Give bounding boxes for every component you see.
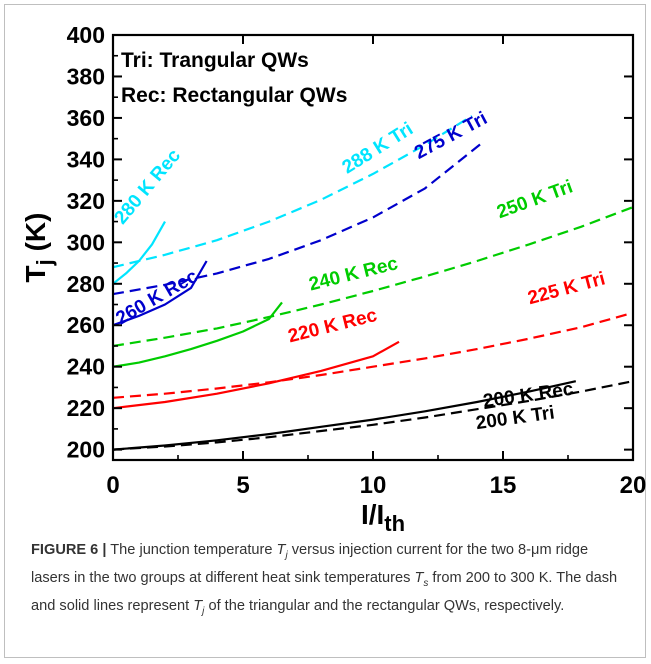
series-line-220-k-rec — [112, 340, 400, 410]
figure-caption: FIGURE 6 | The junction temperature Tj v… — [31, 539, 631, 623]
caption-symbol-tj: Tj — [276, 542, 288, 561]
series-line-200-k-rec — [112, 380, 577, 451]
series-line-260-k-rec — [112, 260, 208, 327]
curve-label: 250 K Tri — [494, 176, 576, 223]
curve-label: 288 K Tri — [339, 119, 417, 179]
curve-label: 225 K Tri — [526, 268, 608, 309]
caption-text-2: versus injection current for the two 8-μ… — [31, 542, 589, 587]
curve-label: 280 K Rec — [111, 145, 186, 228]
caption-text-3: from 200 to 300 K. The dash and solid li… — [31, 570, 618, 615]
series-line-240-k-rec — [112, 301, 283, 368]
y-tick-label: 380 — [67, 63, 105, 89]
y-tick-label: 280 — [67, 271, 105, 297]
x-tick-label: 5 — [236, 472, 249, 499]
caption-text-4: of the triangular and the rectangular QW… — [204, 598, 565, 615]
y-axis-label-subscript: j — [32, 259, 57, 266]
series-line-275-k-tri — [112, 141, 483, 296]
caption-symbol-tj-2: Tj — [193, 598, 205, 618]
series-line-200-k-tri — [112, 380, 634, 451]
legend-line: Rec: Rectangular QWs — [121, 84, 347, 107]
x-tick-label: 0 — [106, 472, 119, 499]
y-tick-label: 240 — [67, 354, 105, 380]
series-line-250-k-tri — [112, 206, 634, 348]
y-tick-label: 340 — [67, 146, 105, 172]
x-axis-label: I/Ith — [361, 499, 405, 535]
curve-label: 240 K Rec — [307, 253, 401, 295]
caption-label: FIGURE 6 | — [31, 542, 107, 558]
y-tick-label: 360 — [67, 105, 105, 131]
y-tick-label: 300 — [67, 229, 105, 255]
chart: 0 5 10 15 20 200 220 240 260 280 300 320 340 360 380 40… — [20, 22, 647, 535]
curve-label: 275 K Tri — [411, 108, 491, 164]
y-axis-label-unit: (K) — [20, 213, 51, 260]
curve-label: 220 K Rec — [286, 305, 380, 347]
series-line-288-k-tri — [112, 114, 473, 269]
series-line-280-k-rec — [112, 221, 166, 285]
legend-line: Tri: Trangular QWs — [121, 49, 309, 72]
y-tick-label: 260 — [67, 312, 105, 338]
x-axis-label-subscript: th — [384, 511, 405, 535]
y-tick-label: 400 — [67, 22, 105, 48]
y-tick-label: 200 — [67, 437, 105, 463]
figure-frame: 0 5 10 15 20 200 220 240 260 280 300 320 340 360 380 40… — [4, 4, 646, 658]
x-tick-label: 20 — [620, 472, 647, 499]
caption-text-1: The junction temperature — [106, 542, 277, 558]
y-axis-label: Tj (K) — [20, 213, 57, 283]
series-line-225-k-tri — [112, 311, 634, 399]
y-tick-label: 320 — [67, 188, 105, 214]
y-tick-label: 220 — [67, 395, 105, 421]
x-tick-label: 15 — [490, 472, 517, 499]
caption-symbol-ts: Ts — [414, 570, 429, 590]
curve-label: 260 K Rec — [112, 266, 202, 330]
x-tick-label: 10 — [360, 472, 387, 499]
